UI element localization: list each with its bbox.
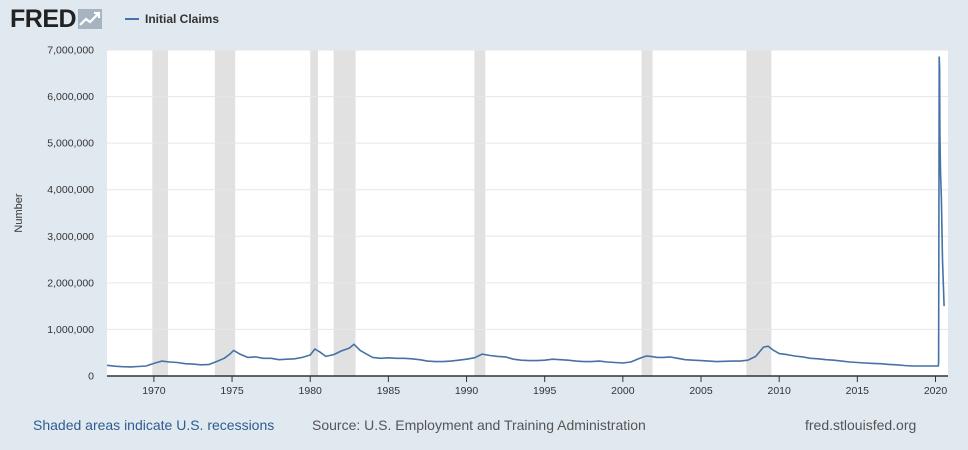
- x-tick-label: 2005: [689, 385, 713, 397]
- x-tick-label: 1995: [533, 385, 557, 397]
- series-layer: [106, 56, 945, 368]
- trend-graph-icon: [78, 8, 103, 29]
- source-text: Source: U.S. Employment and Training Adm…: [312, 417, 646, 433]
- legend-label: Initial Claims: [145, 12, 220, 26]
- y-tick-label: 5,000,000: [47, 138, 94, 150]
- series-line-initial-claims: [106, 56, 945, 368]
- recession-band: [746, 50, 772, 376]
- y-tick-label: 0: [88, 371, 94, 383]
- y-tick-label: 6,000,000: [47, 91, 94, 103]
- legend-swatch: [125, 18, 139, 20]
- recession-note-link[interactable]: Shaded areas indicate U.S. recessions: [33, 417, 275, 433]
- x-tick-label: 1980: [299, 385, 323, 397]
- y-tick-label: 1,000,000: [47, 324, 94, 336]
- x-tick-label: 1985: [377, 385, 401, 397]
- x-axis-ticks: 1970 1975 1980 1985 1990 1995 2000 2005 2010 2015…: [142, 376, 947, 397]
- site-link[interactable]: fred.stlouisfed.org: [805, 417, 917, 433]
- x-tick-label: 2000: [611, 385, 635, 397]
- recession-band: [310, 50, 319, 376]
- y-tick-label: 3,000,000: [47, 231, 94, 243]
- x-tick-label: 2020: [924, 385, 948, 397]
- recession-band: [641, 50, 653, 376]
- gridlines: [107, 49, 948, 330]
- y-tick-label: 4,000,000: [47, 184, 94, 196]
- y-tick-label: 2,000,000: [47, 277, 94, 289]
- fred-logo-text: FRED: [10, 5, 77, 33]
- y-axis-label: Number: [13, 193, 25, 232]
- recession-band: [474, 50, 486, 376]
- y-tick-label: 7,000,000: [47, 45, 94, 57]
- recession-band: [333, 50, 356, 376]
- recession-band: [214, 50, 236, 376]
- x-tick-label: 2015: [846, 385, 870, 397]
- chart-legend: Initial Claims: [125, 12, 219, 26]
- recession-bands: [152, 50, 772, 376]
- recession-band: [152, 50, 168, 376]
- plot-area: [107, 50, 948, 376]
- y-axis-ticks: 0 1,000,000 2,000,000 3,000,000 4,000,000 5,0…: [47, 45, 94, 383]
- chart-header: FRED Initial Claims: [0, 0, 968, 42]
- x-tick-label: 1970: [142, 385, 166, 397]
- x-tick-label: 2010: [767, 385, 791, 397]
- x-tick-label: 1990: [455, 385, 479, 397]
- fred-logo[interactable]: FRED: [10, 5, 103, 34]
- x-tick-label: 1975: [220, 385, 244, 397]
